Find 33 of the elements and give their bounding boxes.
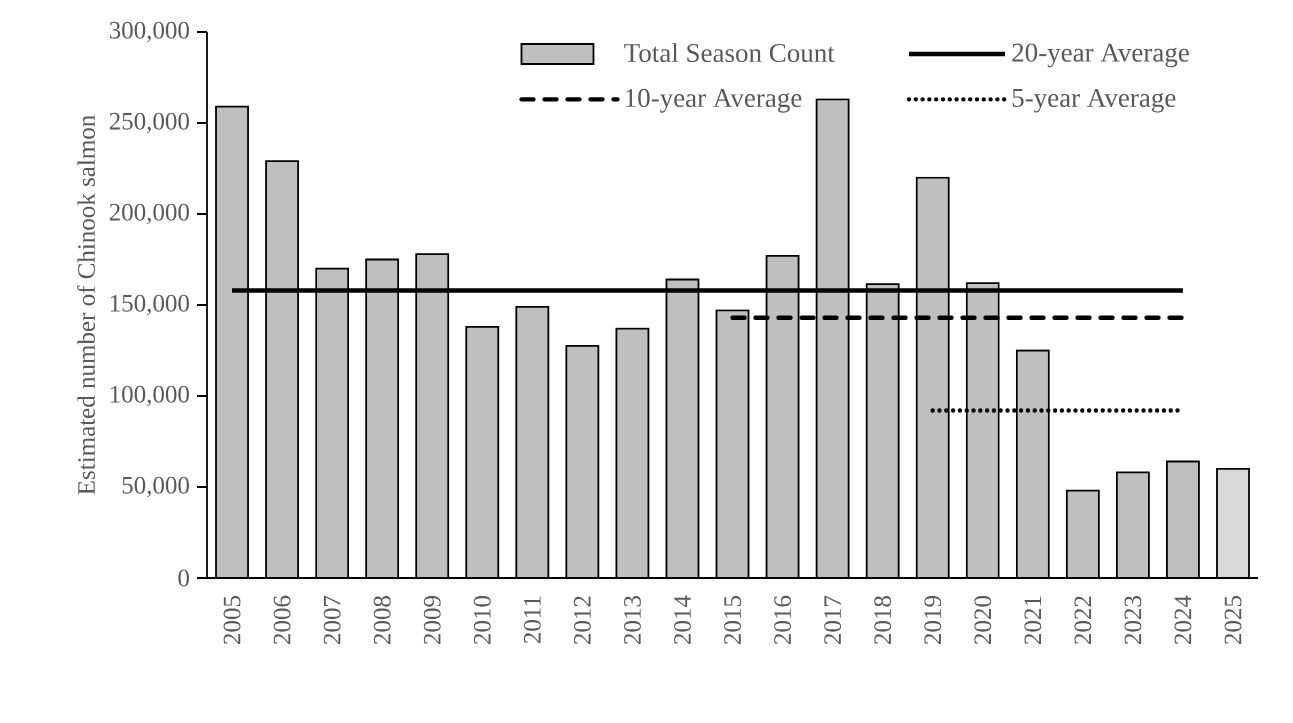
y-tick-label: 200,000 [109,203,189,225]
legend-label: 20-year Average [1012,43,1189,68]
x-tick-label: 2008 [373,596,391,644]
x-tick-label: 2006 [273,595,291,644]
x-tick-label: 2005 [223,596,241,644]
x-tick-label: 2009 [423,596,441,644]
x-tick-label: 2010 [473,596,491,644]
legend-label: 10-year Average [626,88,802,113]
y-tick-label: 100,000 [110,385,189,407]
x-tick-label: 2023 [1124,596,1142,644]
y-axis-title: Estimated number of Chinook salmon [77,115,95,495]
x-tick-label: 2024 [1174,595,1192,644]
legend-label: Total Season Count [624,43,835,63]
x-tick-label: 2015 [724,596,741,644]
x-tick-label: 2016 [774,595,791,644]
x-tick-label: 2020 [974,596,992,644]
x-tick-label: 2012 [573,596,591,644]
x-tick-label: 2022 [1074,596,1092,644]
x-tick-label: 2007 [323,595,341,644]
x-tick-label: 2014 [674,595,691,644]
x-tick-label: 2018 [874,596,892,644]
x-tick-label: 2019 [924,596,942,644]
legend-label: 5-year Average [1012,88,1176,113]
y-tick-label: 0 [178,569,189,587]
x-tick-label: 2011 [523,596,541,644]
x-tick-label: 2017 [824,595,842,644]
x-tick-label: 2025 [1224,596,1242,644]
x-tick-label: 2013 [623,596,641,644]
y-tick-label: 150,000 [110,294,189,316]
y-tick-label: 250,000 [109,112,189,134]
y-tick-label: 50,000 [122,476,189,498]
x-tick-label: 2021 [1024,596,1042,644]
y-tick-label: 300,000 [109,21,189,43]
